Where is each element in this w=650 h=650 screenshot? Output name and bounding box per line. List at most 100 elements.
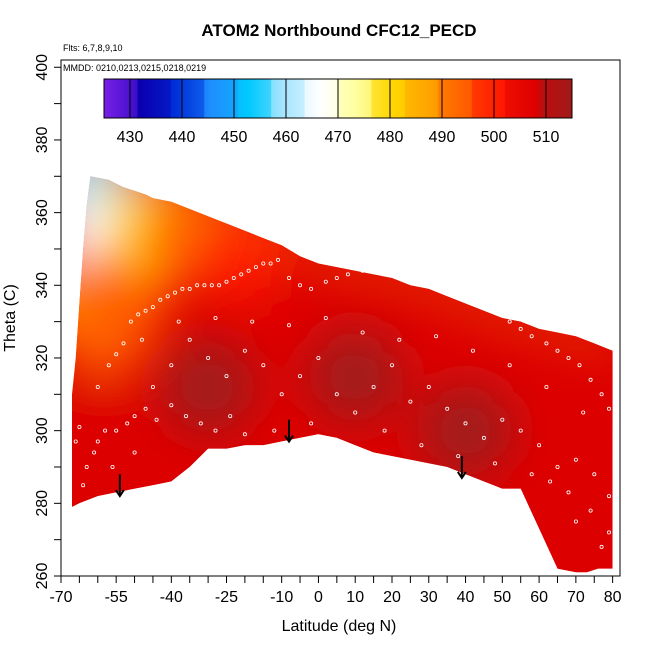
sample-point	[607, 530, 612, 535]
level-arrow	[284, 419, 294, 444]
sample-point	[309, 421, 314, 426]
sample-point	[309, 286, 314, 291]
sample-point	[537, 443, 542, 448]
sample-point	[408, 261, 413, 266]
sample-point	[588, 377, 593, 382]
chart-title: ATOM2 Northbound CFC12_PECD	[201, 21, 476, 40]
sample-point	[353, 410, 358, 415]
sample-point	[239, 272, 244, 277]
sample-point	[434, 334, 439, 339]
colorbar-tick-label: 480	[377, 129, 404, 146]
sample-point	[183, 414, 188, 419]
sample-point	[92, 450, 97, 455]
sample-point	[419, 443, 424, 448]
sample-point	[573, 519, 578, 524]
sample-point	[128, 319, 133, 324]
sample-point	[445, 406, 450, 411]
sample-point	[242, 432, 247, 437]
sample-point	[231, 275, 236, 280]
sample-point	[95, 384, 100, 389]
sample-point	[492, 308, 497, 313]
sample-point	[544, 384, 549, 389]
sample-point	[224, 374, 229, 379]
heatmap-field	[72, 176, 613, 573]
y-tick-label: 320	[34, 345, 51, 372]
sample-point	[158, 297, 163, 302]
sample-point	[84, 464, 89, 469]
colorbar-tick-label: 470	[325, 129, 352, 146]
sample-point	[334, 392, 339, 397]
x-tick-label: -10	[270, 589, 293, 606]
sample-point	[334, 275, 339, 280]
sample-point	[286, 323, 291, 328]
sample-point	[566, 490, 571, 495]
sample-point	[209, 283, 214, 288]
sample-point	[548, 479, 553, 484]
sample-point	[150, 384, 155, 389]
y-tick-label: 360	[34, 199, 51, 226]
sample-point	[103, 428, 108, 433]
sample-point	[607, 406, 612, 411]
colorbar-tick-label: 460	[273, 129, 300, 146]
sample-point	[588, 508, 593, 513]
y-tick-label: 340	[34, 272, 51, 299]
sample-point	[419, 265, 424, 270]
sample-point	[77, 424, 82, 429]
x-tick-label: -40	[160, 589, 183, 606]
sample-point	[261, 363, 266, 368]
sample-point	[382, 428, 387, 433]
sample-point	[577, 363, 582, 368]
sample-point	[132, 450, 137, 455]
sample-point	[592, 472, 597, 477]
x-tick-label: 10	[346, 589, 364, 606]
sample-point	[250, 319, 255, 324]
sample-point	[507, 363, 512, 368]
sample-point	[389, 363, 394, 368]
sample-point	[110, 464, 115, 469]
sample-point	[246, 268, 251, 273]
level-arrow	[115, 474, 125, 498]
sample-point	[81, 483, 86, 488]
sample-point	[599, 392, 604, 397]
x-tick-label: 0	[314, 589, 323, 606]
sample-point	[279, 392, 284, 397]
sample-point	[470, 297, 475, 302]
heatmap-cell	[160, 339, 257, 436]
sample-point	[143, 308, 148, 313]
x-tick-label: 30	[420, 589, 438, 606]
x-tick-label: -70	[49, 589, 72, 606]
sample-point	[470, 348, 475, 353]
y-tick-label: 300	[34, 417, 51, 444]
sample-point	[607, 494, 612, 499]
x-tick-label: -55	[105, 589, 128, 606]
x-tick-label: -25	[215, 589, 238, 606]
sample-point	[73, 439, 78, 444]
heatmap-cell	[72, 382, 146, 479]
sample-point	[360, 330, 365, 335]
sample-point	[176, 319, 181, 324]
sample-point	[518, 326, 523, 331]
sample-point	[397, 261, 402, 266]
sample-point	[275, 257, 280, 262]
heatmap-cell	[417, 382, 514, 479]
heatmap-cell	[553, 328, 613, 425]
x-tick-label: 80	[604, 589, 622, 606]
sample-point	[397, 337, 402, 342]
sample-point	[456, 454, 461, 459]
sample-point	[213, 428, 218, 433]
sample-point	[125, 421, 130, 426]
sample-point	[297, 374, 302, 379]
colorbar-tick-label: 500	[481, 129, 508, 146]
sample-point	[297, 283, 302, 288]
colorbar-tick-label: 440	[169, 129, 196, 146]
colorbar-tick-label: 510	[533, 129, 560, 146]
colorbar-tick-label: 430	[117, 129, 144, 146]
sample-point	[566, 355, 571, 360]
x-tick-label: 50	[493, 589, 511, 606]
sample-point	[165, 294, 170, 299]
sample-point	[371, 265, 376, 270]
sample-point	[323, 315, 328, 320]
x-axis-title: Latitude (deg N)	[282, 618, 397, 635]
y-tick-label: 380	[34, 126, 51, 153]
